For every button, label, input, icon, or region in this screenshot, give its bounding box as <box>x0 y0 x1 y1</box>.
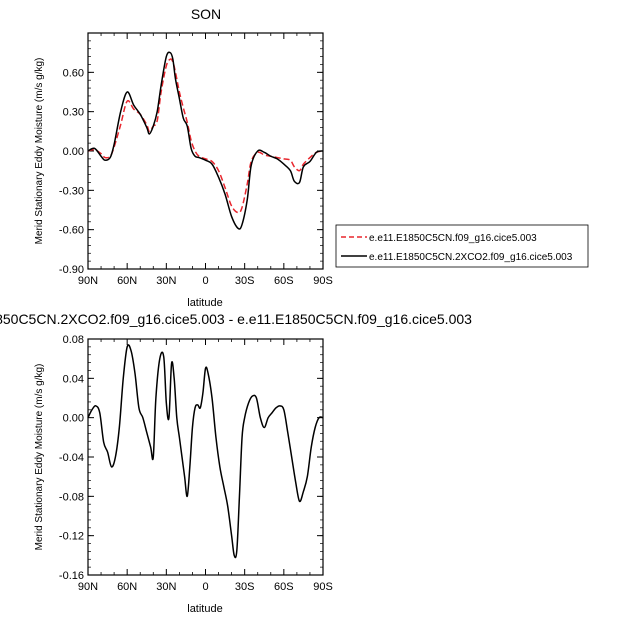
top-y-tick-label: 0.60 <box>63 67 84 79</box>
bottom-chart: e.e11.E1850C5CN.2XCO2.f09_g16.cice5.003 … <box>0 311 472 615</box>
top-chart-title: SON <box>191 6 221 22</box>
bottom-series-line-0 <box>87 344 324 559</box>
legend: e.e11.E1850C5CN.f09_g16.cice5.003 e.e11.… <box>335 224 589 268</box>
top-chart: SON 90N 60N 30N 0 30S 60S 90S 0.60 0.30 0.00 -0.30… <box>34 6 333 309</box>
bottom-y-tick-label: -0.08 <box>59 491 84 503</box>
top-x-tick-label: 30N <box>156 275 176 287</box>
bottom-y-tick-label: -0.16 <box>59 570 84 582</box>
bottom-x-axis-label: latitude <box>187 603 222 615</box>
top-x-tick-label: 60S <box>274 275 294 287</box>
top-y-axis-label: Merid Stationary Eddy Moisture (m/s g/kg… <box>34 58 45 245</box>
bottom-y-tick-label: 0.00 <box>63 413 84 425</box>
bottom-x-tick-label: 30N <box>156 581 176 593</box>
bottom-x-tick-label: 60N <box>117 581 137 593</box>
bottom-y-axis-label: Merid Stationary Eddy Moisture (m/s g/kg… <box>34 364 45 551</box>
bottom-x-tick-label: 60S <box>274 581 294 593</box>
top-series-line-0 <box>87 58 324 214</box>
top-tick-marks <box>87 32 324 270</box>
top-plot-frame <box>87 32 324 270</box>
legend-label-2xco2: e.e11.E1850C5CN.2XCO2.f09_g16.cice5.003 <box>369 252 573 263</box>
bottom-y-tick-label: 0.04 <box>63 373 84 385</box>
top-x-tick-label: 90S <box>313 275 333 287</box>
bottom-y-tick-label: -0.12 <box>59 531 84 543</box>
top-tick-labels: 90N 60N 30N 0 30S 60S 90S 0.60 0.30 0.00 -0.30 -0.6… <box>59 67 333 287</box>
legend-label-control: e.e11.E1850C5CN.f09_g16.cice5.003 <box>369 233 537 244</box>
top-x-tick-label: 30S <box>235 275 255 287</box>
top-series-lines <box>87 51 324 230</box>
bottom-y-tick-label: -0.04 <box>59 452 84 464</box>
bottom-series-lines <box>87 344 324 559</box>
bottom-chart-title: e.e11.E1850C5CN.2XCO2.f09_g16.cice5.003 … <box>0 311 472 327</box>
top-y-tick-label: -0.90 <box>59 264 84 276</box>
top-x-tick-label: 0 <box>202 275 208 287</box>
top-y-tick-label: -0.30 <box>59 185 84 197</box>
legend-box <box>335 224 589 268</box>
top-y-tick-label: 0.00 <box>63 146 84 158</box>
top-y-tick-label: -0.60 <box>59 225 84 237</box>
top-x-axis-label: latitude <box>187 297 222 309</box>
bottom-tick-labels: 90N 60N 30N 0 30S 60S 90S 0.08 0.04 0.00 -0.04 -0.0… <box>59 334 333 593</box>
bottom-x-tick-label: 90S <box>313 581 333 593</box>
bottom-y-tick-label: 0.08 <box>63 334 84 346</box>
bottom-x-tick-label: 0 <box>202 581 208 593</box>
top-y-tick-label: 0.30 <box>63 107 84 119</box>
top-series-line-1 <box>87 51 324 230</box>
top-x-tick-label: 60N <box>117 275 137 287</box>
top-x-tick-label: 90N <box>78 275 98 287</box>
bottom-x-tick-label: 90N <box>78 581 98 593</box>
bottom-x-tick-label: 30S <box>235 581 255 593</box>
bottom-tick-marks <box>87 338 324 576</box>
